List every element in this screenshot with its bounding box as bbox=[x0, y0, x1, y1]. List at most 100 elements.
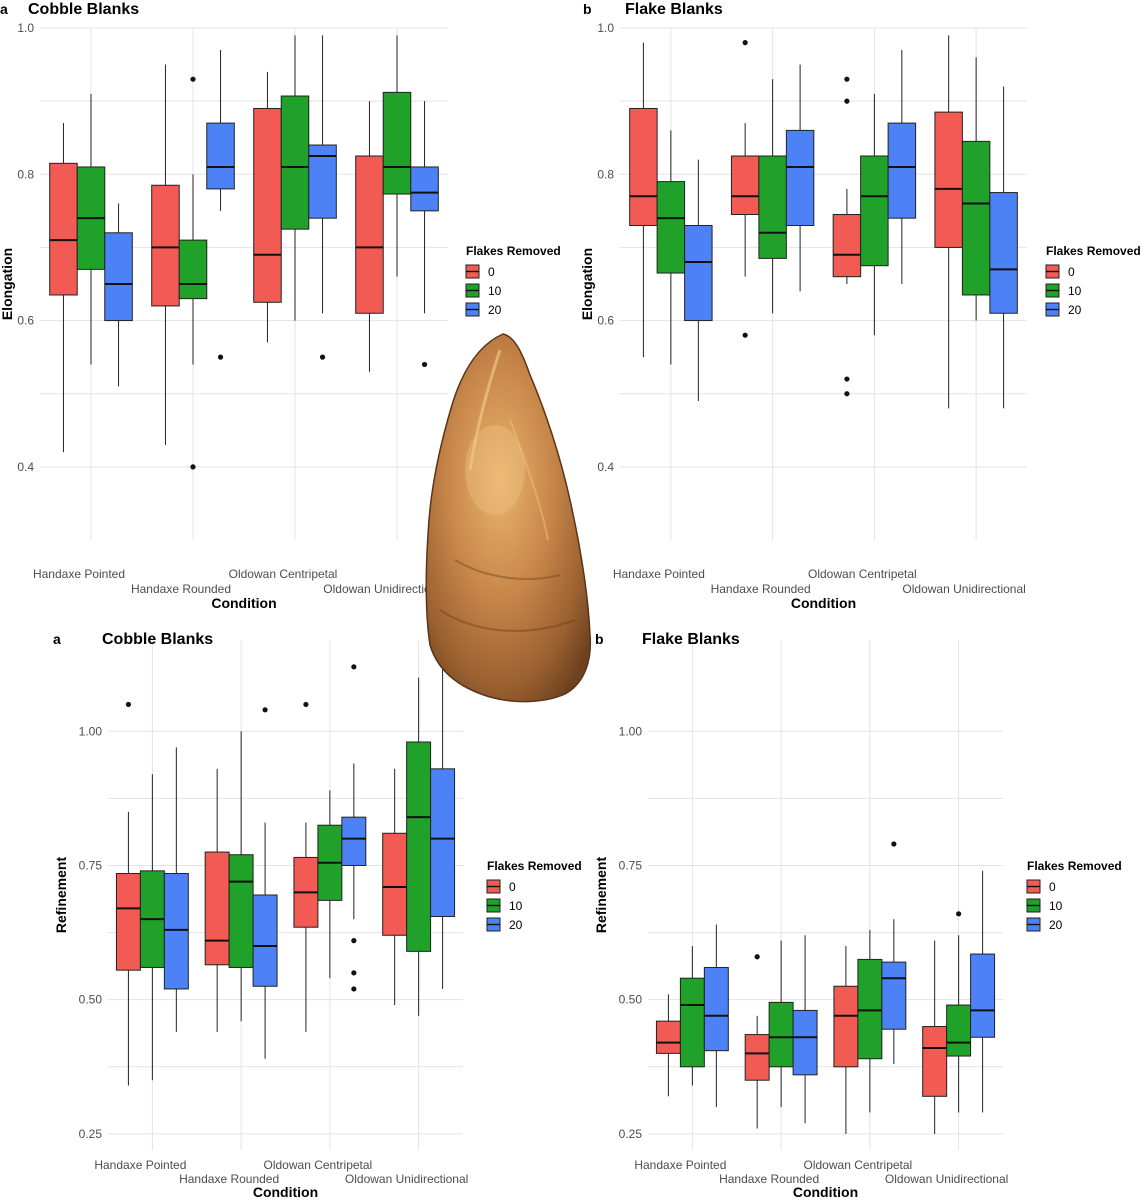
outlier-point bbox=[421, 361, 428, 368]
y-tick-label: 0.50 bbox=[79, 993, 103, 1007]
legend-label: 20 bbox=[488, 303, 502, 317]
outlier-point bbox=[844, 98, 850, 104]
box-handaxe-rounded-0 bbox=[744, 1034, 770, 1081]
box-oldowan-centripetal-0 bbox=[253, 107, 282, 303]
outlier-point bbox=[217, 354, 224, 360]
handaxe-photo bbox=[425, 333, 592, 703]
box-oldowan-unidirectional-0 bbox=[382, 832, 408, 936]
chart-elongation-cobble: 0.4 0.6 0.8 1.0 Handaxe Pointed Handaxe Round… bbox=[0, 1, 561, 611]
box-oldowan-centripetal-20 bbox=[887, 122, 917, 219]
outlier-point bbox=[844, 391, 850, 397]
panel-label: b bbox=[583, 1, 592, 17]
legend-label: 0 bbox=[1068, 265, 1075, 279]
box-oldowan-centripetal-10 bbox=[860, 155, 889, 267]
x-tick-label: Oldowan Unidirectional bbox=[902, 582, 1025, 596]
y-tick-label: 0.75 bbox=[79, 858, 103, 872]
legend-label: 0 bbox=[1049, 880, 1056, 894]
y-tick-label: 1.00 bbox=[619, 724, 643, 738]
box-oldowan-centripetal-10 bbox=[280, 95, 310, 230]
legend-label: 20 bbox=[1068, 303, 1082, 317]
x-tick-label: Handaxe Pointed bbox=[634, 1158, 726, 1172]
box-oldowan-unidirectional-10 bbox=[406, 741, 432, 952]
box-oldowan-unidirectional-0 bbox=[922, 1026, 948, 1097]
box-handaxe-pointed-0 bbox=[629, 107, 658, 226]
legend-label: 10 bbox=[1049, 899, 1063, 913]
legend-label: 10 bbox=[1068, 284, 1082, 298]
legend: Flakes Removed 0 10 20 bbox=[465, 244, 561, 317]
outlier-point bbox=[190, 464, 196, 470]
legend: Flakes Removed 0 10 20 bbox=[1045, 244, 1141, 317]
box-handaxe-pointed-0 bbox=[115, 873, 141, 971]
x-tick-label: Oldowan Unidirectional bbox=[885, 1172, 1008, 1186]
chart-title: Flake Blanks bbox=[625, 1, 723, 18]
box-oldowan-centripetal-20 bbox=[881, 961, 907, 1030]
x-tick-label: Oldowan Centripetal bbox=[264, 1158, 373, 1172]
legend-label: 10 bbox=[488, 284, 502, 298]
box-handaxe-rounded-0 bbox=[204, 851, 230, 966]
outlier-point bbox=[891, 841, 897, 847]
box-handaxe-rounded-0 bbox=[151, 184, 180, 307]
x-tick-label: Handaxe Pointed bbox=[94, 1158, 186, 1172]
box-oldowan-centripetal-20 bbox=[308, 144, 337, 219]
x-tick-label: Handaxe Rounded bbox=[711, 582, 811, 596]
y-tick-label: 0.75 bbox=[619, 858, 643, 872]
outlier-point bbox=[844, 376, 850, 382]
box-handaxe-rounded-20 bbox=[785, 129, 815, 226]
outlier-point bbox=[956, 911, 962, 917]
panel-label: b bbox=[595, 631, 604, 647]
legend-label: 20 bbox=[1049, 918, 1063, 932]
legend-label: 0 bbox=[509, 880, 516, 894]
outlier-point bbox=[351, 938, 357, 944]
y-tick-label: 0.6 bbox=[597, 314, 614, 328]
y-axis-title: Elongation bbox=[0, 248, 15, 320]
outlier-point bbox=[303, 701, 309, 708]
box-oldowan-centripetal-0 bbox=[832, 214, 862, 278]
outlier-point bbox=[190, 76, 196, 82]
box-handaxe-pointed-20 bbox=[104, 232, 133, 322]
x-tick-label: Handaxe Pointed bbox=[613, 567, 705, 581]
y-tick-label: 0.4 bbox=[597, 460, 614, 474]
x-tick-label: Handaxe Rounded bbox=[719, 1172, 819, 1186]
legend: Flakes Removed 0 10 20 bbox=[486, 859, 582, 932]
y-tick-label: 0.8 bbox=[17, 167, 34, 181]
y-tick-label: 0.25 bbox=[619, 1127, 643, 1141]
y-axis-title: Refinement bbox=[53, 857, 69, 934]
box-handaxe-rounded-10 bbox=[758, 155, 787, 259]
x-axis-title: Condition bbox=[253, 1184, 318, 1200]
box-oldowan-centripetal-0 bbox=[833, 985, 859, 1068]
outlier-point bbox=[754, 954, 760, 960]
box-oldowan-unidirectional-0 bbox=[355, 155, 384, 314]
box-oldowan-unidirectional-0 bbox=[934, 111, 963, 248]
outlier-point bbox=[125, 701, 132, 708]
legend-label: 20 bbox=[509, 918, 523, 932]
box-handaxe-pointed-0 bbox=[49, 162, 78, 296]
y-tick-label: 0.25 bbox=[79, 1127, 103, 1141]
y-tick-label: 0.4 bbox=[17, 460, 34, 474]
box-handaxe-rounded-10 bbox=[768, 1001, 794, 1068]
legend-label: 10 bbox=[509, 899, 523, 913]
outlier-point bbox=[742, 40, 748, 46]
y-tick-label: 0.8 bbox=[597, 167, 614, 181]
box-handaxe-pointed-20 bbox=[163, 873, 189, 990]
chart-title: Cobble Blanks bbox=[28, 1, 139, 18]
x-tick-label: Oldowan Centripetal bbox=[229, 567, 338, 581]
legend-label: 0 bbox=[488, 265, 495, 279]
box-oldowan-unidirectional-20 bbox=[430, 768, 456, 917]
outlier-point bbox=[351, 986, 357, 992]
x-tick-label: Handaxe Rounded bbox=[179, 1172, 279, 1186]
box-oldowan-unidirectional-20 bbox=[989, 192, 1018, 314]
box-handaxe-rounded-20 bbox=[206, 122, 235, 190]
y-tick-label: 1.0 bbox=[17, 21, 34, 35]
legend-title: Flakes Removed bbox=[1046, 244, 1141, 258]
box-oldowan-centripetal-10 bbox=[857, 958, 883, 1060]
chart-title: Flake Blanks bbox=[642, 631, 740, 648]
legend-title: Flakes Removed bbox=[1027, 859, 1122, 873]
box-handaxe-pointed-20 bbox=[703, 966, 729, 1052]
box-handaxe-rounded-10 bbox=[178, 239, 208, 300]
box-handaxe-pointed-10 bbox=[679, 977, 705, 1068]
chart-elongation-flake: 0.4 0.6 0.8 1.0 Handaxe Pointed Handaxe Round… bbox=[579, 1, 1141, 611]
outlier-point bbox=[319, 354, 326, 360]
x-tick-label: Oldowan Unidirectional bbox=[323, 582, 446, 596]
y-tick-label: 1.0 bbox=[597, 21, 614, 35]
